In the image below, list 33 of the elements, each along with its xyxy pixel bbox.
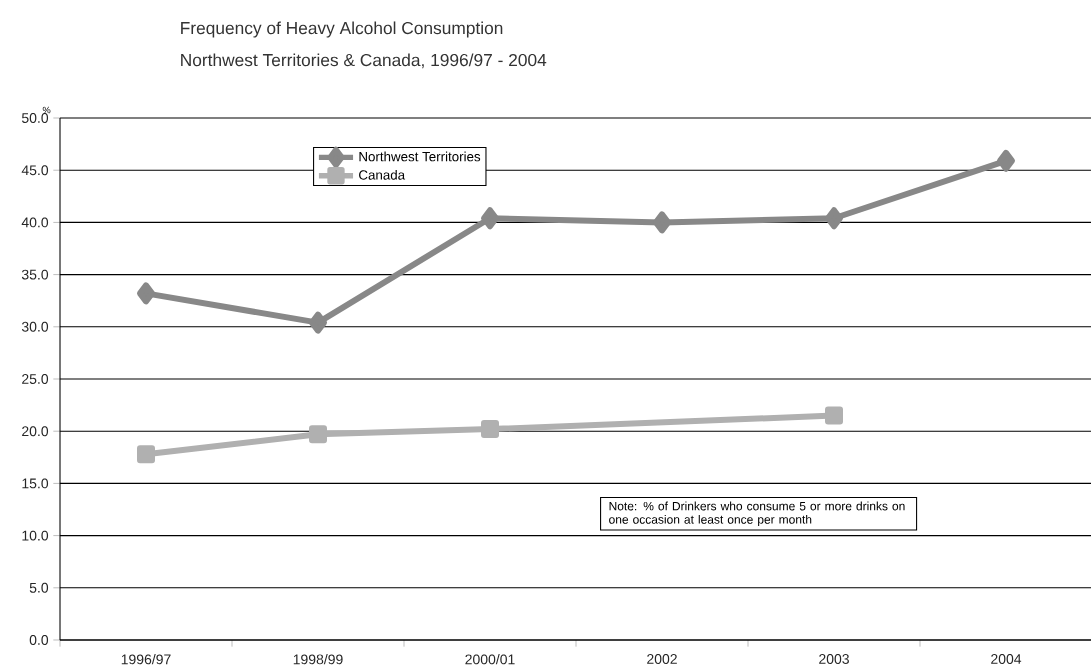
point <box>309 311 328 334</box>
y-tick-label: 10.0 <box>22 530 49 541</box>
y-tick-label: 50.0 <box>21 113 49 123</box>
point <box>653 211 672 234</box>
y-axis-title: % <box>42 106 51 114</box>
point <box>997 149 1016 172</box>
point <box>825 207 844 230</box>
point <box>481 420 500 439</box>
x-tick-label: 2003 <box>819 654 849 664</box>
legend-label: Canada <box>359 169 406 180</box>
x-tick-label: 2002 <box>647 654 677 664</box>
y-tick-label: 30.0 <box>21 321 49 332</box>
y-tick-label: 0.0 <box>29 635 49 645</box>
y-tick-label: 25.0 <box>22 374 49 384</box>
x-tick-label: 1996/97 <box>121 654 171 665</box>
point <box>137 282 156 305</box>
legend-label: Northwest Territories <box>359 151 481 162</box>
point <box>825 406 844 425</box>
y-tick-label: 40.0 <box>21 217 49 228</box>
y-tick-label: 35.0 <box>21 269 49 280</box>
point <box>137 445 156 464</box>
point <box>481 207 500 230</box>
y-tick-label: 45.0 <box>21 165 49 176</box>
chart-title: Frequency of Heavy Alcohol Consumption <box>181 21 503 38</box>
y-tick-label: 15.0 <box>22 478 49 489</box>
x-tick-label: 2000/01 <box>465 654 515 665</box>
x-tick-label: 1998/99 <box>293 654 343 665</box>
annotation: Note: % of Drinkers who consume 5 or more drinks on one occasion at least once per month <box>609 501 905 527</box>
y-tick-label: 5.0 <box>29 582 49 593</box>
chart-subtitle: Northwest Territories & Canada, 1996/97 - 2004 <box>181 53 547 69</box>
y-tick-label: 20.0 <box>22 426 49 437</box>
x-tick-label: 2004 <box>991 654 1022 664</box>
point <box>309 425 328 444</box>
